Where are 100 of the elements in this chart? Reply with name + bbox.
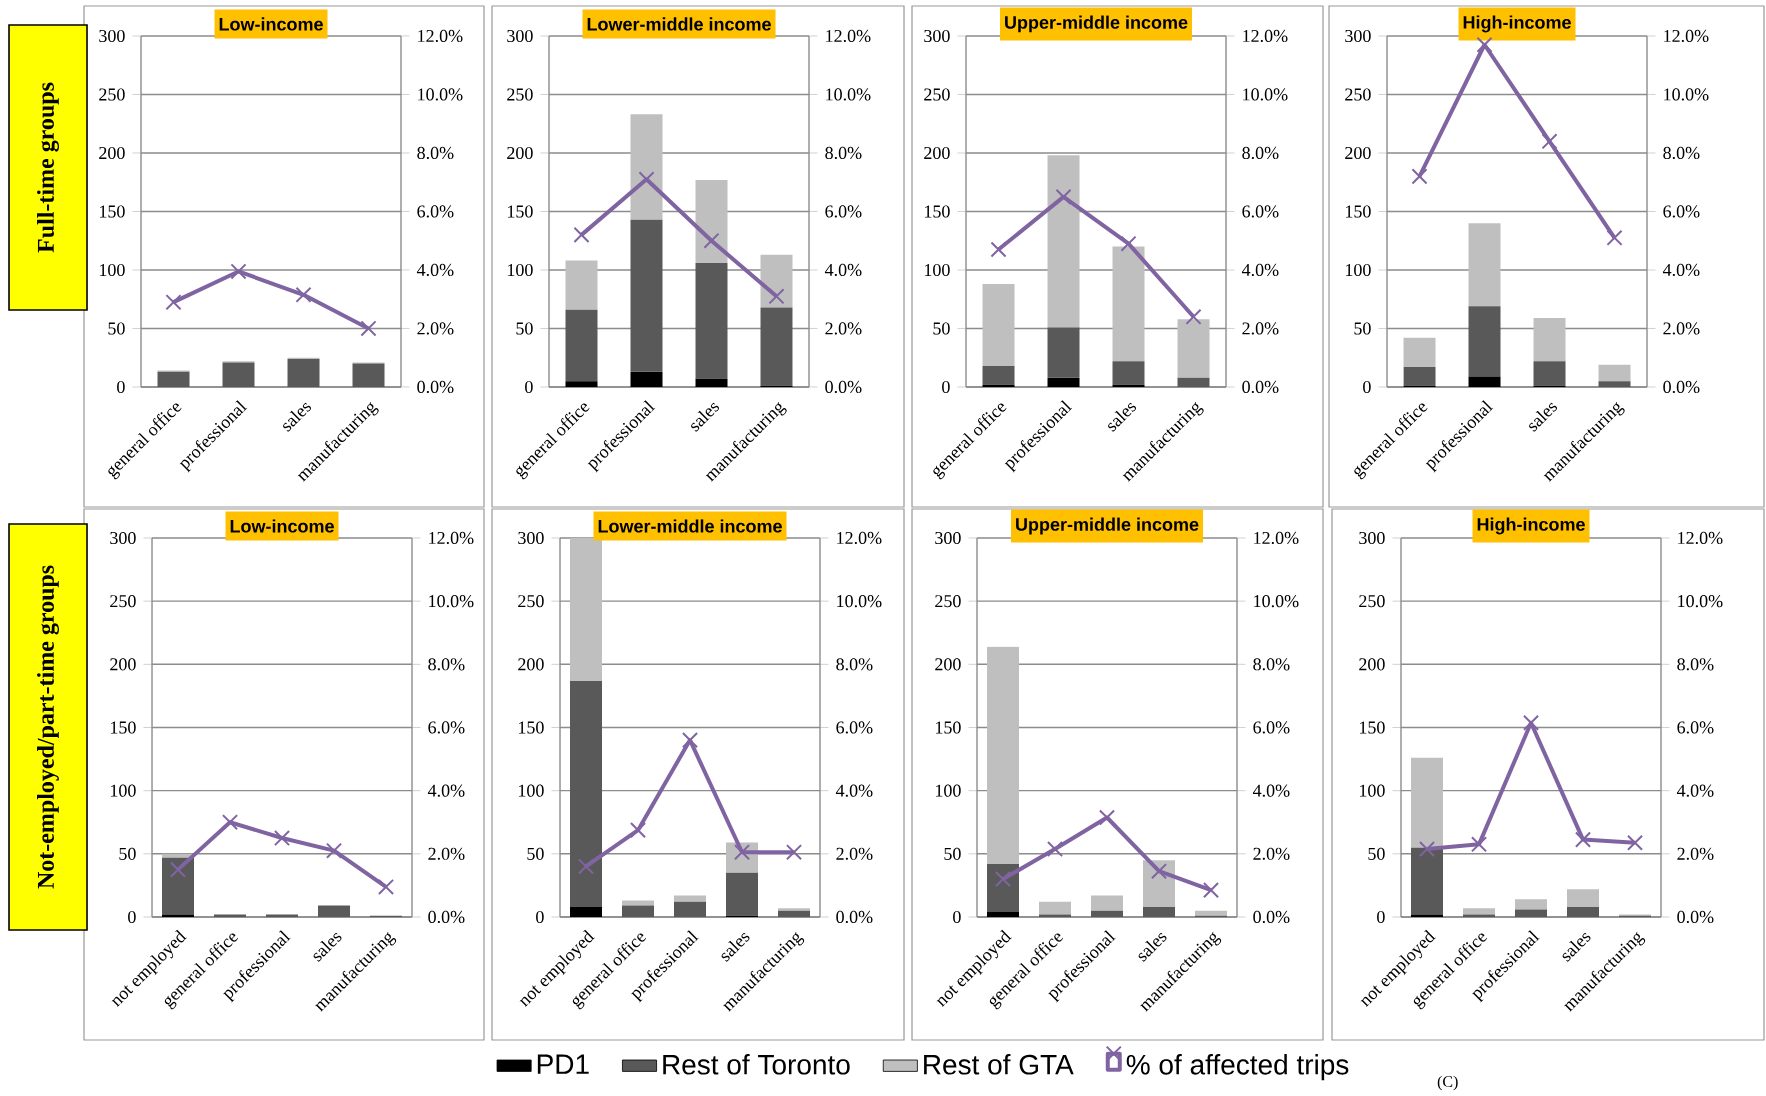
y-tick-label: 300	[1359, 531, 1385, 545]
y-tick-label: 100	[507, 263, 533, 277]
y-tick-label: 100	[518, 784, 544, 797]
chart-title: Low-income	[219, 17, 323, 31]
y-tick-label: 100	[924, 263, 950, 277]
chart-title: High-income	[1477, 517, 1585, 535]
y-tick-label: 250	[518, 595, 544, 608]
y2-tick-label: 8.0%	[417, 146, 454, 160]
y2-tick-label: 4.0%	[835, 784, 873, 797]
legend-label: Rest of GTA	[924, 1054, 1074, 1075]
y-tick-label: 250	[110, 595, 136, 608]
chart-title: Low-income	[230, 519, 334, 533]
y-tick-label: 200	[1345, 146, 1371, 160]
y2-tick-label: 4.0%	[1662, 263, 1700, 277]
y-tick-label: 200	[99, 146, 125, 160]
y-tick-label: 300	[99, 29, 125, 43]
legend-label: Rest of Toronto	[663, 1054, 850, 1075]
y2-tick-label: 4.0%	[416, 263, 454, 277]
y2-tick-label: 4.0%	[824, 263, 862, 277]
y2-tick-label: 6.0%	[428, 721, 465, 734]
y-tick-label: 200	[110, 658, 136, 671]
y2-tick-label: 2.0%	[1253, 847, 1290, 860]
y2-tick-label: 10.0%	[1678, 595, 1723, 608]
y-tick-label: 150	[99, 205, 125, 218]
y-tick-label: 250	[924, 88, 950, 101]
legend-label: PD1	[537, 1054, 589, 1074]
y2-tick-label: 4.0%	[1252, 784, 1290, 797]
y2-tick-label: 10.0%	[1254, 595, 1299, 608]
y-tick-label: 250	[935, 595, 961, 608]
y2-tick-label: 6.0%	[1253, 721, 1290, 734]
chart-title: Upper-middle income	[1016, 517, 1199, 535]
chart-title: Upper-middle income	[1005, 15, 1188, 33]
y-tick-label: 300	[935, 531, 961, 545]
y2-tick-label: 2.0%	[1677, 847, 1714, 860]
y-tick-label: 250	[507, 88, 533, 101]
y-tick-label: 150	[507, 205, 533, 218]
y-tick-label: 200	[935, 658, 961, 671]
y-tick-label: 300	[110, 531, 136, 545]
y-tick-label: 0	[525, 380, 533, 394]
y2-tick-label: 6.0%	[417, 205, 454, 218]
chart-title: High-income	[1463, 15, 1571, 33]
y2-tick-label: 0.0%	[1663, 380, 1700, 394]
y2-tick-label: 12.0%	[1243, 29, 1288, 43]
y2-tick-label: 0.0%	[1253, 910, 1290, 924]
y-tick-label: 0	[536, 910, 544, 924]
y2-tick-label: 6.0%	[825, 205, 862, 218]
y-tick-label: 50	[119, 847, 136, 860]
y2-tick-label: 12.0%	[1678, 531, 1723, 545]
y-tick-label: 250	[1359, 595, 1385, 608]
y-tick-label: 200	[518, 658, 544, 671]
y2-tick-label: 0.0%	[417, 380, 454, 394]
y-tick-label: 300	[924, 29, 950, 43]
y-tick-label: 150	[1359, 721, 1385, 734]
chart-title: Lower-middle income	[598, 519, 782, 533]
y-tick-label: 50	[516, 322, 533, 335]
y-tick-label: 100	[99, 263, 125, 277]
y2-tick-label: 8.0%	[825, 146, 862, 160]
y-tick-label: 50	[933, 322, 950, 335]
y2-tick-label: 4.0%	[1241, 263, 1279, 277]
y-tick-label: 50	[944, 847, 961, 860]
text: Full-time groups	[37, 82, 59, 253]
y-tick-label: 100	[1345, 263, 1371, 277]
y2-tick-label: 10.0%	[1243, 88, 1288, 101]
y-tick-label: 50	[527, 847, 544, 860]
y2-tick-label: 0.0%	[428, 910, 465, 924]
y2-tick-label: 6.0%	[836, 721, 873, 734]
y-tick-label: 100	[935, 784, 961, 797]
y2-tick-label: 8.0%	[836, 658, 873, 671]
y-tick-label: 250	[99, 88, 125, 101]
y2-tick-label: 8.0%	[428, 658, 465, 671]
y-tick-label: 0	[953, 910, 961, 924]
text: Not-employed/part-time groups	[37, 565, 59, 889]
y-tick-label: 0	[1363, 380, 1371, 394]
y2-tick-label: 12.0%	[429, 531, 474, 545]
y-tick-label: 100	[1359, 784, 1385, 797]
y-tick-label: 150	[518, 721, 544, 734]
y-tick-label: 150	[924, 205, 950, 218]
y2-tick-label: 10.0%	[429, 595, 474, 608]
y-tick-label: 150	[935, 721, 961, 734]
y2-tick-label: 0.0%	[1242, 380, 1279, 394]
y-tick-label: 200	[1359, 658, 1385, 671]
y-tick-label: 0	[117, 380, 125, 394]
y2-tick-label: 12.0%	[826, 29, 871, 43]
y-tick-label: 300	[1345, 29, 1371, 43]
y2-tick-label: 2.0%	[428, 847, 465, 860]
y2-tick-label: 6.0%	[1242, 205, 1279, 218]
y2-tick-label: 4.0%	[1676, 784, 1714, 797]
y2-tick-label: 12.0%	[1254, 531, 1299, 545]
y2-tick-label: 10.0%	[1664, 88, 1709, 101]
y2-tick-label: 10.0%	[826, 88, 871, 101]
y-tick-label: 50	[1368, 847, 1385, 860]
y2-tick-label: 8.0%	[1253, 658, 1290, 671]
y-tick-label: 0	[128, 910, 136, 924]
y-tick-label: 150	[1345, 205, 1371, 218]
y2-tick-label: 8.0%	[1242, 146, 1279, 160]
y-tick-label: 100	[110, 784, 136, 797]
y-tick-label: 200	[924, 146, 950, 160]
y2-tick-label: 8.0%	[1677, 658, 1714, 671]
y2-tick-label: 12.0%	[837, 531, 882, 545]
y-tick-label: 250	[1345, 88, 1371, 101]
